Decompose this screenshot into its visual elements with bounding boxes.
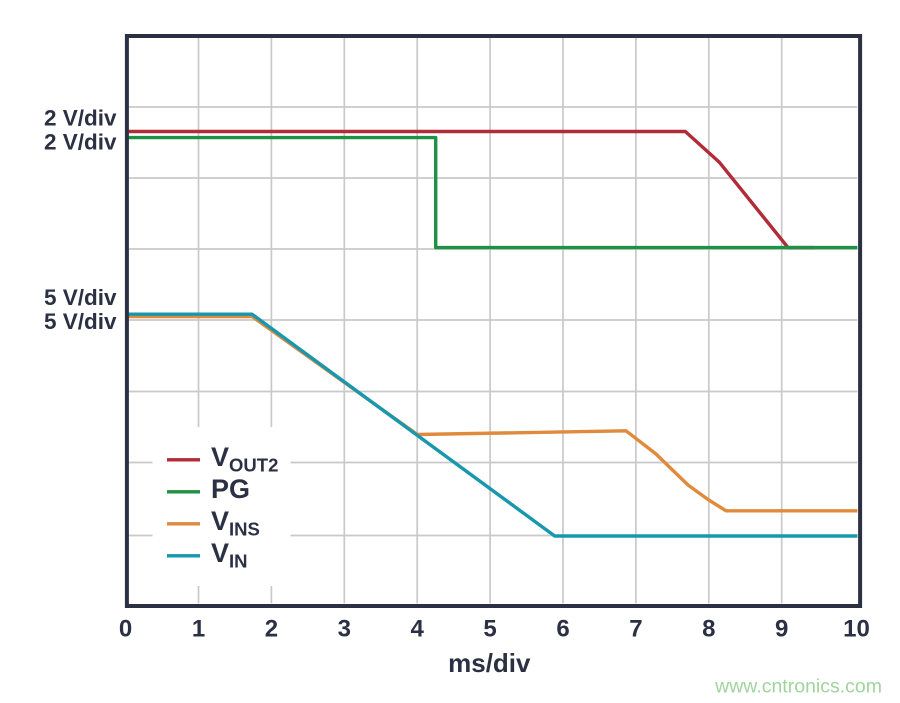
svg-text:9: 9 <box>775 616 788 643</box>
svg-text:8: 8 <box>702 616 715 643</box>
svg-text:5 V/div: 5 V/div <box>44 309 117 334</box>
svg-text:0: 0 <box>119 616 132 643</box>
svg-text:PG: PG <box>211 474 250 504</box>
svg-text:5 V/div: 5 V/div <box>44 285 117 310</box>
svg-text:10: 10 <box>843 616 870 643</box>
svg-text:7: 7 <box>629 616 642 643</box>
svg-text:1: 1 <box>192 616 205 643</box>
svg-text:3: 3 <box>338 616 351 643</box>
svg-text:2 V/div: 2 V/div <box>44 130 117 155</box>
svg-text:2 V/div: 2 V/div <box>44 106 117 131</box>
svg-text:5: 5 <box>483 616 496 643</box>
svg-text:4: 4 <box>411 616 425 643</box>
svg-text:2: 2 <box>265 616 278 643</box>
svg-text:ms/div: ms/div <box>448 648 531 678</box>
svg-text:6: 6 <box>556 616 569 643</box>
svg-text:www.cntronics.com: www.cntronics.com <box>714 676 882 698</box>
